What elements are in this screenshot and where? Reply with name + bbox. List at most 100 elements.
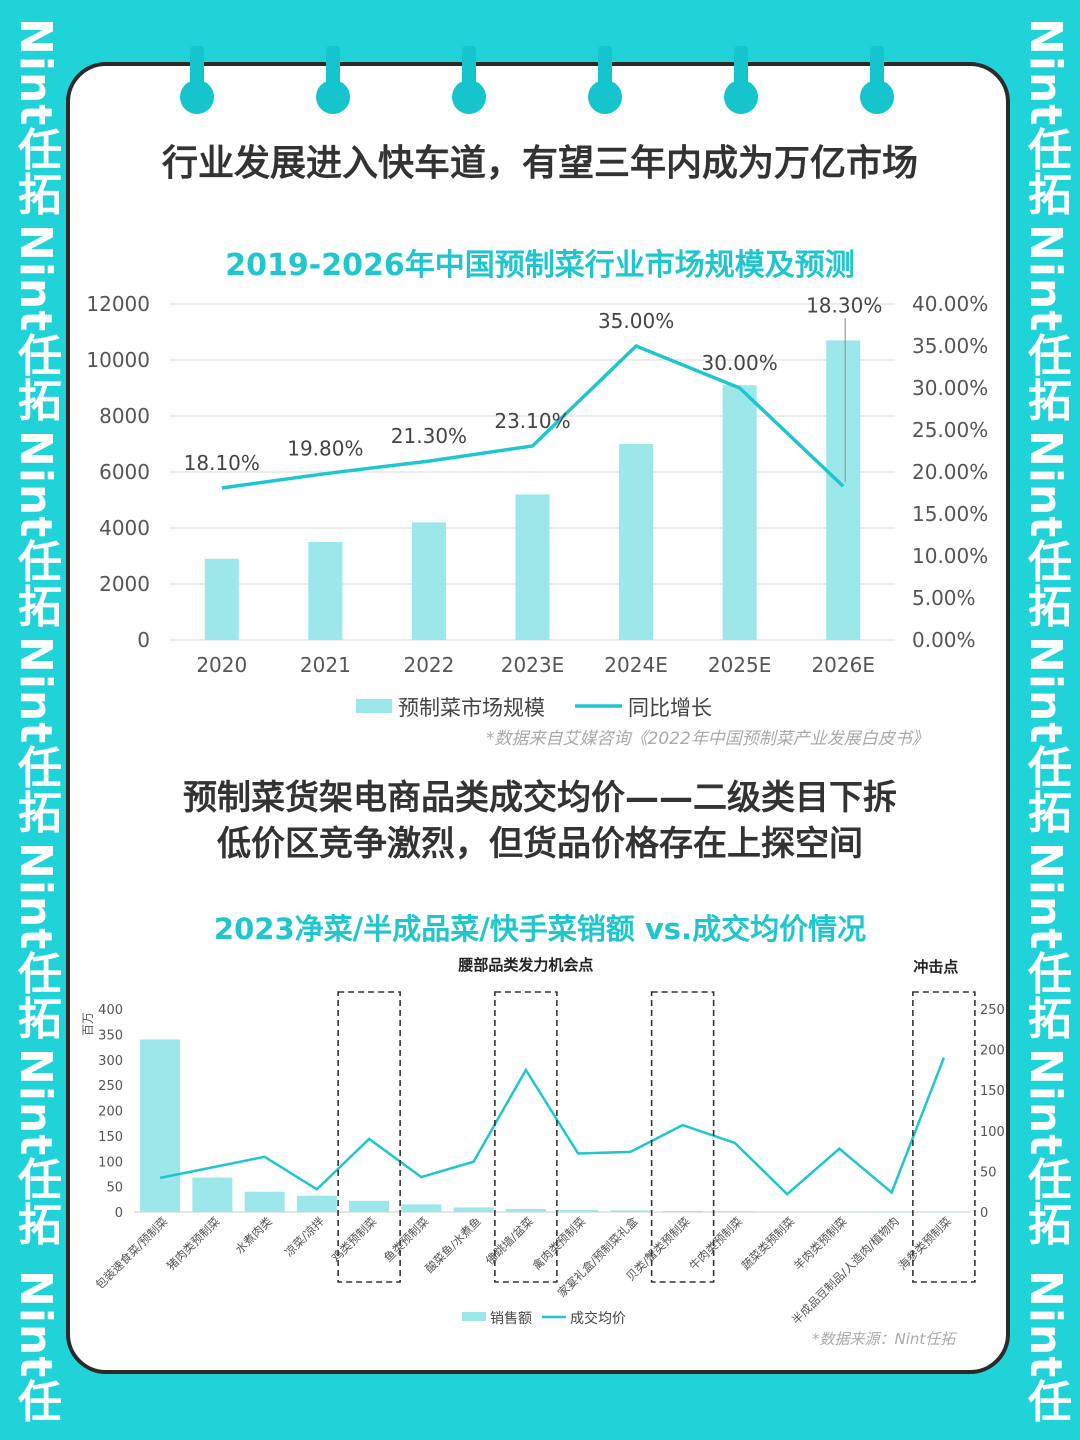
y-left-label: 百万 [81, 1012, 95, 1036]
bar-market-size [204, 558, 239, 640]
data-label-growth: 30.00% [702, 351, 778, 375]
bar-sales [453, 1207, 494, 1212]
bar-sales [662, 1210, 703, 1212]
headline-1: 行业发展进入快车道，有望三年内成为万亿市场 [161, 143, 918, 184]
y-right-tick: 40.00% [912, 292, 988, 316]
binder-ring-icon [860, 80, 894, 114]
y-left-tick: 150 [98, 1130, 123, 1145]
y-right-tick: 250 [980, 1003, 1005, 1018]
watermark-text: Nint任拓 [1020, 430, 1071, 629]
bar-market-size [826, 340, 861, 640]
watermark-text: Nint任拓 [1020, 224, 1071, 423]
watermark-text: Nint任拓 [1020, 842, 1071, 1041]
x-tick: 2025E [708, 653, 772, 677]
chart1-svg: 0 2000 4000 6000 8000 10000 12000 0.00% 5.00% 10.… [86, 292, 988, 720]
highlight-box [337, 991, 401, 1283]
legend-bar-label: 销售额 [490, 1311, 532, 1327]
x-tick: 猪肉类预制菜 [164, 1214, 223, 1273]
y-right-tick: 0 [980, 1206, 988, 1221]
chart1-source: *数据来自艾媒咨询《2022年中国预制菜产业发展白皮书》 [486, 729, 929, 749]
chart2-title: 2023净菜/半成品菜/快手菜销额 vs.成交均价情况 [213, 912, 867, 946]
binder-ring-icon [452, 80, 486, 114]
line-avg-price [159, 1057, 946, 1196]
x-tick: 半成品豆制品/人造肉/植物肉 [789, 1214, 902, 1327]
bar-sales [714, 1211, 755, 1212]
y-right-tick: 200 [980, 1044, 1005, 1059]
bar-sales [505, 1208, 546, 1212]
x-tick: 2020 [196, 653, 247, 677]
binder-ring-icon [180, 80, 214, 114]
x-tick: 蔬菜类预制菜 [739, 1214, 798, 1273]
watermark-text: Nint任拓 [10, 636, 61, 835]
y-right-tick: 20.00% [912, 460, 988, 484]
bar-sales [819, 1211, 860, 1213]
y-left-tick: 12000 [86, 292, 150, 316]
y-left-tick: 100 [98, 1155, 123, 1170]
binder-ring-icon [724, 80, 758, 114]
chart2-source: *数据来源：Nint任拓 [812, 1330, 956, 1348]
bar-sales [401, 1204, 442, 1212]
left-watermark-strip: Nint任拓 Nint任拓 Nint任拓 Nint任拓 Nint任拓 Nint任拓 Nint… [0, 0, 70, 1440]
legend-bar-label: 预制菜市场规模 [398, 696, 545, 720]
watermark-text: Nint任拓 [1020, 18, 1071, 217]
watermark-text: Nint任拓 [1020, 1048, 1071, 1247]
data-label-growth: 21.30% [391, 424, 467, 448]
bar-sales [558, 1209, 599, 1212]
watermark-text: Nint任拓 [10, 430, 61, 629]
x-tick: 2024E [604, 653, 668, 677]
watermark-text: Nint任拓 [10, 1270, 61, 1424]
y-left-tick: 0 [137, 628, 150, 652]
y-right-tick: 10.00% [912, 544, 988, 568]
legend-bar-swatch [356, 699, 392, 713]
line-yoy-growth [221, 343, 845, 490]
x-tick: 佛跳墙/盆菜 [483, 1214, 537, 1268]
y-left-tick: 8000 [99, 404, 150, 428]
annotation-impact: 冲击点 [913, 958, 958, 976]
x-tick: 2026E [811, 653, 875, 677]
y-right-tick: 25.00% [912, 418, 988, 442]
x-tick: 包装速食菜/预制菜 [93, 1214, 171, 1292]
y-right-tick: 35.00% [912, 334, 988, 358]
y-right-tick: 30.00% [912, 376, 988, 400]
bar-market-size [308, 542, 343, 640]
highlight-box [650, 991, 715, 1283]
y-left-tick: 2000 [99, 572, 150, 596]
bar-sales [244, 1191, 285, 1212]
bar-sales [767, 1211, 808, 1213]
x-tick: 海参类预制菜 [895, 1214, 954, 1273]
watermark-text: Nint任拓 [10, 18, 61, 217]
y-left-tick: 300 [98, 1054, 123, 1069]
watermark-text: Nint任拓 [10, 1048, 61, 1247]
y-left-tick: 200 [98, 1105, 123, 1120]
y-left-tick: 400 [98, 1003, 123, 1018]
x-tick: 鱼类预制菜 [381, 1214, 432, 1265]
bar-market-size [619, 444, 654, 640]
headline-2-line1: 预制菜货架电商品类成交均价——二级类目下拆 [183, 778, 897, 818]
bar-market-size [515, 494, 550, 640]
legend-bar-swatch [462, 1312, 486, 1321]
binder-ring-icon [588, 80, 622, 114]
y-right-tick: 100 [980, 1125, 1005, 1140]
bar-sales [923, 1211, 964, 1213]
x-tick: 2022 [403, 653, 454, 677]
x-tick: 2021 [300, 653, 351, 677]
x-tick: 酸菜鱼/水煮鱼 [422, 1214, 483, 1275]
bar-market-size [722, 385, 757, 640]
legend-line-label: 成交均价 [570, 1310, 626, 1327]
bar-sales [192, 1177, 233, 1212]
data-label-growth: 23.10% [494, 409, 570, 433]
annotation-opportunity: 腰部品类发力机会点 [457, 956, 593, 974]
y-left-tick: 6000 [99, 460, 150, 484]
y-right-tick: 15.00% [912, 502, 988, 526]
x-tick: 水煮肉类 [232, 1214, 275, 1257]
x-tick: 牛肉类预制菜 [686, 1214, 745, 1273]
data-label-growth: 35.00% [598, 309, 674, 333]
data-label-growth: 19.80% [287, 437, 363, 461]
bar-sales [349, 1200, 390, 1212]
watermark-text: Nint任拓 [10, 224, 61, 423]
y-left-tick: 10000 [86, 348, 150, 372]
y-right-tick: 5.00% [912, 586, 976, 610]
right-watermark-strip: Nint任拓 Nint任拓 Nint任拓 Nint任拓 Nint任拓 Nint任拓 Nint… [1010, 0, 1080, 1440]
bar-sales [871, 1211, 912, 1213]
